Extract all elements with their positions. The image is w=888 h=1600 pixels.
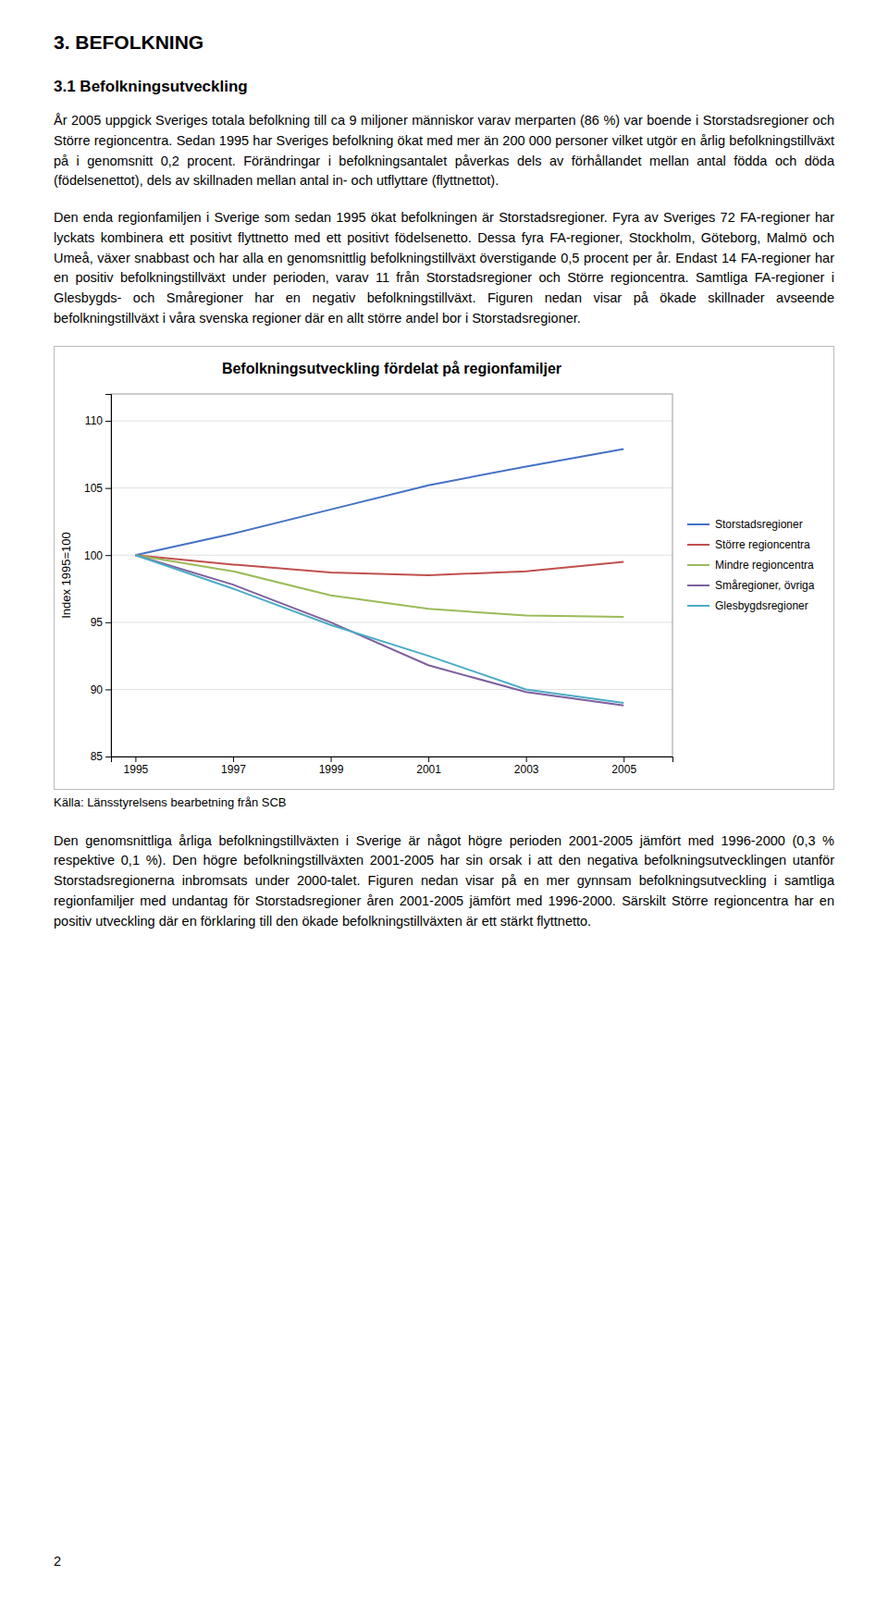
tick-label: 2003 bbox=[514, 762, 540, 776]
page: 3. BEFOLKNING 3.1 Befolkningsutveckling År… bbox=[53, 31, 835, 949]
tick-label: 90 bbox=[90, 682, 104, 696]
legend-label: Storstadsregioner bbox=[715, 518, 803, 531]
tick-mark bbox=[526, 756, 528, 763]
tick-label: 100 bbox=[84, 548, 103, 562]
tick: 110 bbox=[85, 414, 111, 428]
x-axis: 1995 1997 1999 2001 2003 2005 bbox=[111, 756, 674, 777]
chart: Befolkningsutveckling fördelat på region… bbox=[53, 345, 835, 790]
tick-label: 1997 bbox=[221, 762, 247, 776]
legend: Storstadsregioner Större regioncentra Mind… bbox=[687, 518, 815, 613]
grid-line bbox=[111, 554, 673, 555]
subheading: 3.1 Befolkningsutveckling bbox=[53, 77, 835, 97]
legend-swatch bbox=[687, 523, 710, 526]
legend-swatch bbox=[687, 543, 710, 546]
legend-item: Glesbygdsregioner bbox=[687, 599, 809, 613]
series-line bbox=[135, 448, 624, 555]
legend-swatch bbox=[687, 564, 710, 567]
tick-label: 2001 bbox=[416, 762, 442, 776]
tick-label: 95 bbox=[90, 616, 104, 629]
tick-label: 85 bbox=[90, 750, 104, 764]
tick: 2001 bbox=[416, 756, 442, 777]
legend-label: Glesbygdsregioner bbox=[715, 599, 809, 613]
plot-frame bbox=[111, 394, 673, 757]
grid-line bbox=[111, 419, 673, 421]
tick-label: 110 bbox=[85, 414, 103, 428]
tick-mark bbox=[331, 756, 333, 763]
paragraph: Den genomsnittliga årliga befolkningstil… bbox=[53, 831, 835, 933]
tick: 1997 bbox=[221, 756, 247, 777]
legend-item: Mindre regioncentra bbox=[687, 558, 814, 572]
tick: 2003 bbox=[514, 756, 540, 777]
paragraph: År 2005 uppgick Sveriges totala befolkni… bbox=[53, 111, 835, 192]
legend-item: Större regioncentra bbox=[687, 538, 811, 552]
tick-mark bbox=[105, 420, 111, 422]
tick: 85 bbox=[90, 750, 111, 764]
lines bbox=[135, 448, 624, 705]
tick: 105 bbox=[84, 481, 111, 494]
legend-label: Mindre regioncentra bbox=[715, 558, 814, 572]
plot: 1995 1997 1999 2001 2003 2005 85 90 95 100 105 110 I… bbox=[59, 394, 674, 777]
tick-label: 105 bbox=[84, 481, 103, 494]
tick: 1995 bbox=[123, 756, 149, 777]
series-line bbox=[135, 555, 624, 706]
series-line bbox=[135, 555, 624, 703]
chart-svg: Befolkningsutveckling fördelat på region… bbox=[53, 345, 835, 790]
y-axis-label: Index 1995=100 bbox=[59, 531, 74, 619]
tick-mark bbox=[428, 756, 430, 763]
heading: 3. BEFOLKNING bbox=[53, 31, 835, 54]
paragraph: Den enda regionfamiljen i Sverige som se… bbox=[53, 208, 835, 330]
legend-swatch bbox=[687, 604, 710, 607]
grid-line bbox=[111, 487, 673, 489]
legend-label: Småregioner, övriga bbox=[715, 579, 815, 592]
tick-label: 1999 bbox=[319, 762, 345, 776]
axis-line bbox=[111, 756, 674, 763]
tick-mark bbox=[105, 689, 111, 691]
y-axis: 85 90 95 100 105 110 bbox=[84, 394, 112, 764]
chart-title: Befolkningsutveckling fördelat på region… bbox=[222, 360, 562, 377]
legend-item: Storstadsregioner bbox=[687, 518, 803, 531]
tick-mark bbox=[105, 487, 111, 489]
source: Källa: Länsstyrelsens bearbetning från S… bbox=[53, 795, 835, 810]
grid bbox=[111, 420, 673, 757]
tick: 2005 bbox=[611, 756, 637, 777]
page-number: 2 bbox=[53, 1554, 62, 1569]
axis-line bbox=[105, 394, 112, 757]
tick-mark bbox=[623, 756, 625, 763]
legend-swatch bbox=[687, 584, 710, 587]
series-line bbox=[135, 555, 624, 617]
tick-mark bbox=[105, 756, 111, 758]
tick: 100 bbox=[84, 548, 111, 562]
page-body: {"heading1": "3. BEFOLKNING", "heading2"… bbox=[0, 0, 888, 1600]
tick: 95 bbox=[90, 616, 111, 629]
tick: 90 bbox=[90, 682, 111, 696]
tick: 1999 bbox=[319, 756, 345, 777]
legend-item: Småregioner, övriga bbox=[687, 579, 815, 592]
series-line bbox=[135, 555, 624, 576]
chart-border bbox=[54, 345, 835, 790]
grid-line bbox=[111, 621, 673, 623]
tick-mark bbox=[105, 555, 111, 556]
tick-mark bbox=[105, 621, 111, 623]
tick-mark bbox=[135, 756, 136, 763]
tick-label: 1995 bbox=[123, 762, 149, 776]
grid-line bbox=[111, 688, 673, 690]
tick-mark bbox=[233, 756, 235, 763]
tick-label: 2005 bbox=[611, 762, 637, 776]
legend-label: Större regioncentra bbox=[715, 538, 811, 552]
